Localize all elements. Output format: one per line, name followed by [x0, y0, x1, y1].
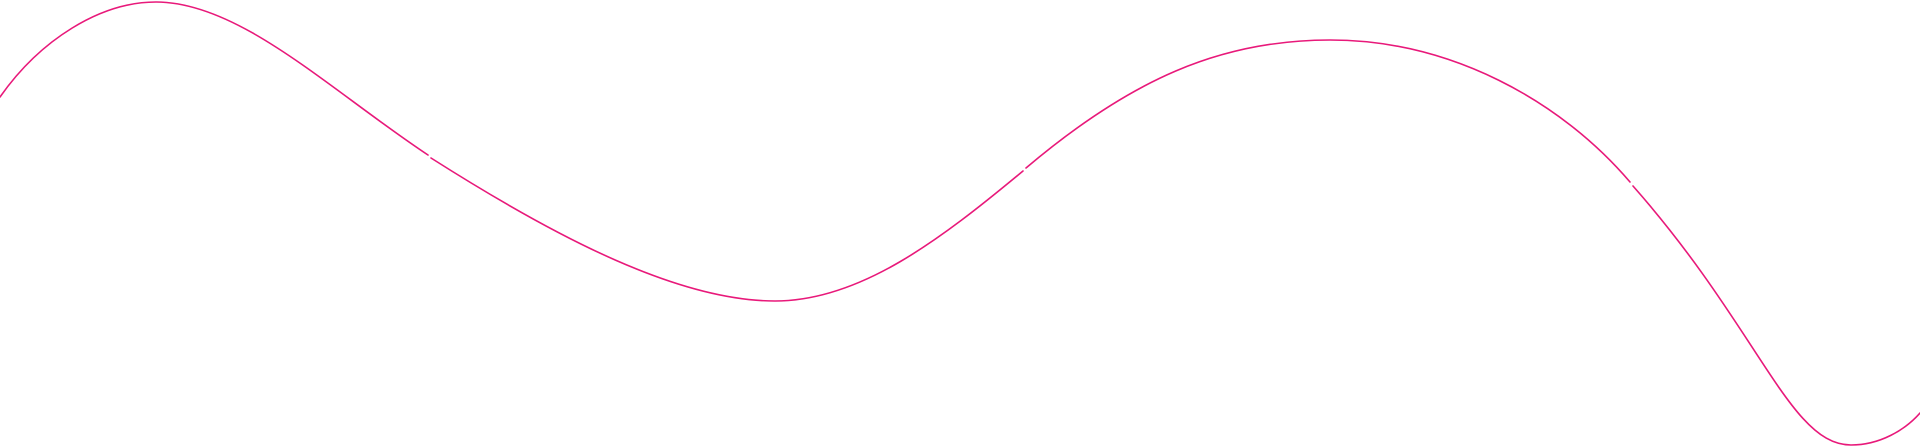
wave-segment-4	[1632, 185, 1920, 446]
wave-segment-1	[0, 1, 429, 156]
wave-segment-2	[430, 157, 1024, 302]
wave-segment-3	[1025, 39, 1631, 183]
